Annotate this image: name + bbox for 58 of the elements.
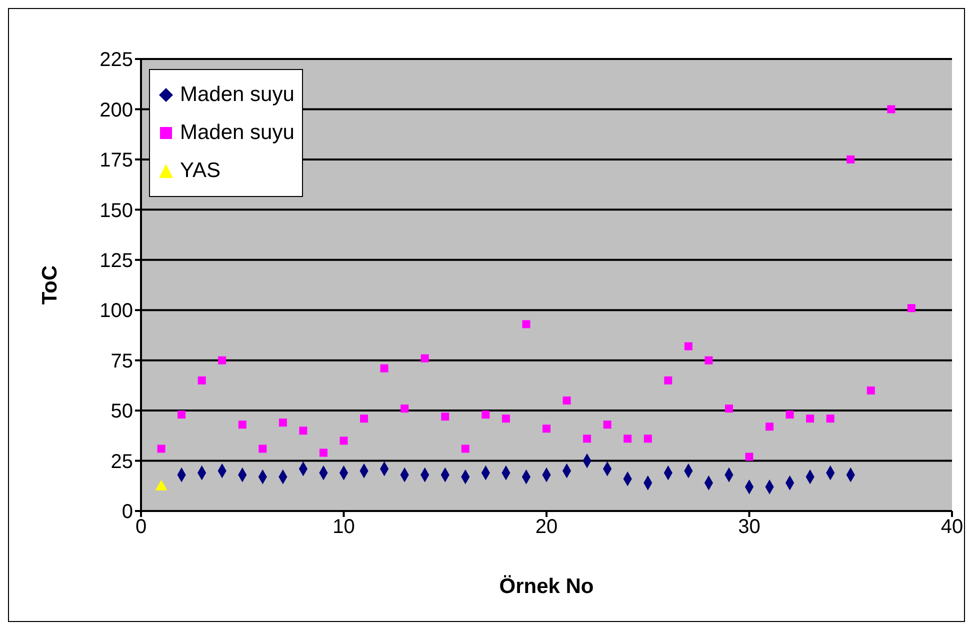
y-axis-title: ToC [38, 265, 62, 305]
point [786, 410, 794, 419]
legend-label: Maden suyu [180, 83, 294, 107]
point [745, 452, 754, 461]
point [278, 418, 287, 427]
y-tick-label: 0 [122, 501, 133, 524]
point [664, 376, 672, 384]
point [806, 414, 814, 423]
y-tick-label: 150 [100, 200, 133, 222]
x-tick-label: 40 [940, 516, 964, 538]
point [400, 404, 409, 413]
point [482, 410, 490, 419]
point [258, 444, 267, 453]
point [704, 356, 713, 364]
y-tick-label: 25 [110, 450, 133, 473]
y-tick-label: 100 [100, 300, 133, 322]
point [157, 444, 166, 453]
point [461, 444, 470, 453]
point [319, 448, 328, 457]
y-tick-label: 175 [100, 150, 133, 172]
y-tick-label: 225 [100, 49, 133, 72]
point [218, 356, 226, 364]
point [684, 342, 692, 350]
x-tick-label: 10 [332, 516, 355, 538]
point [562, 396, 571, 405]
x-tick-label: 20 [535, 516, 558, 538]
point [846, 155, 855, 164]
point [380, 364, 388, 372]
point [907, 304, 916, 312]
point [522, 320, 530, 328]
point [826, 414, 834, 423]
point [198, 376, 206, 384]
point [299, 426, 308, 435]
point [420, 354, 429, 362]
point [887, 105, 896, 114]
legend-label: Maden suyu [180, 121, 294, 145]
legend-label: YAS [180, 159, 220, 183]
point [441, 412, 450, 421]
point [360, 414, 368, 423]
point [624, 434, 632, 443]
point [766, 422, 774, 431]
point [603, 420, 612, 429]
point [502, 414, 510, 423]
point [724, 404, 733, 413]
y-tick-label: 50 [110, 400, 133, 423]
point [644, 434, 652, 443]
point [866, 386, 875, 394]
x-axis-title: Örnek No [499, 575, 594, 598]
point [340, 436, 348, 445]
point [238, 420, 246, 429]
point [583, 434, 592, 443]
y-tick-label: 75 [110, 350, 133, 372]
point [542, 424, 550, 433]
y-tick-label: 125 [100, 250, 133, 272]
y-tick-label: 200 [100, 99, 133, 122]
x-tick-label: 0 [135, 516, 147, 538]
point [178, 410, 186, 419]
x-tick-label: 30 [738, 516, 760, 538]
